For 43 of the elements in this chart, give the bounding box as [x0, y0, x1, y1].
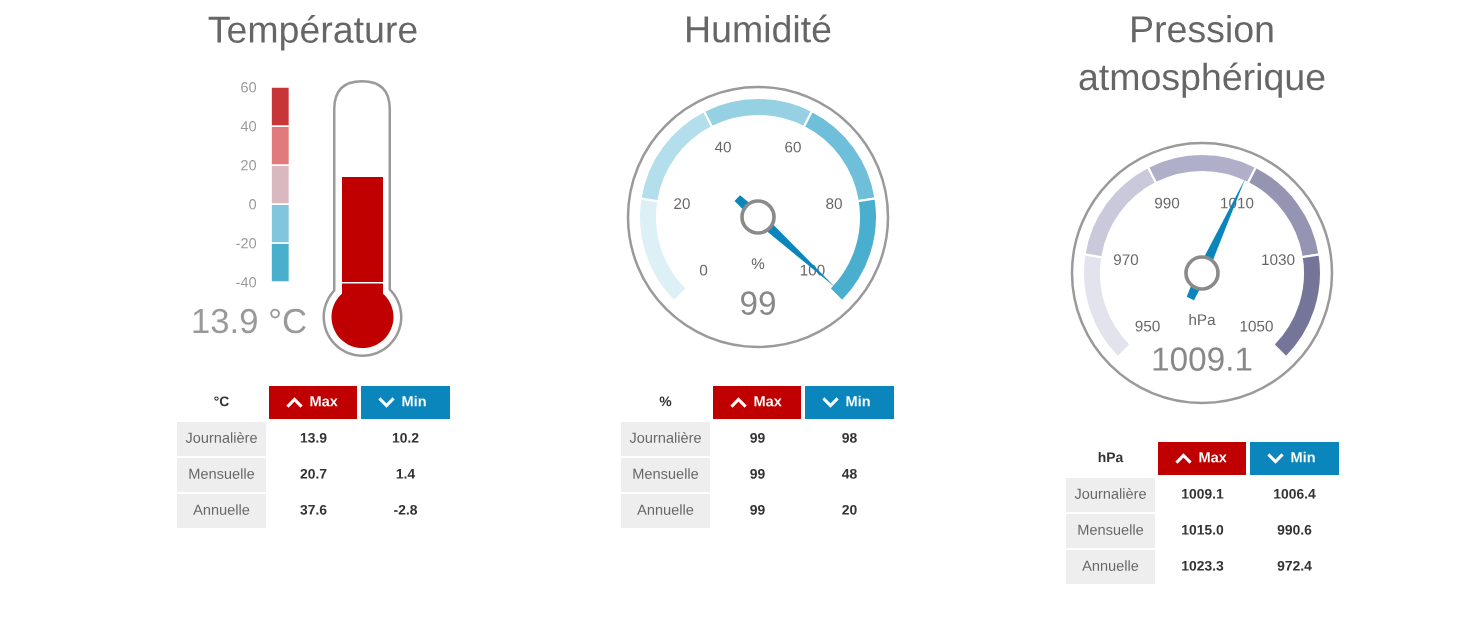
category-label: Min: [846, 395, 870, 407]
category-label: Min: [1291, 451, 1315, 463]
text: Pression atmosphérique: [1079, 15, 1325, 98]
category-label: Annuelle: [1082, 560, 1139, 571]
text: 80: [826, 198, 842, 210]
data-label: 972.4: [1277, 560, 1312, 571]
text: Humidité: [687, 14, 831, 43]
data-label: 1009.1: [1153, 347, 1252, 371]
data-label: 1023.3: [1182, 560, 1224, 571]
text: hPa: [1189, 313, 1216, 326]
y-tick-label: -40: [236, 277, 257, 288]
text: 40: [714, 141, 731, 153]
category-label: Journalière: [629, 432, 701, 443]
y-tick-label: 60: [241, 82, 257, 93]
data-label: 99: [741, 291, 775, 315]
text: 0: [699, 264, 708, 276]
data-label: 1009.1: [1182, 488, 1224, 499]
text: %: [659, 396, 672, 407]
y-tick-label: 40: [240, 121, 257, 132]
data-label: 98: [842, 432, 857, 443]
category-label: Min: [402, 395, 426, 407]
text: 13.9 °C: [193, 308, 306, 334]
data-label: 99: [750, 432, 765, 443]
category-label: Max: [1199, 452, 1227, 463]
text: 1050: [1240, 320, 1273, 332]
y-tick-label: -20: [236, 238, 257, 249]
data-label: 10.2: [392, 432, 419, 443]
text: 970: [1113, 254, 1139, 266]
category-label: Max: [754, 396, 782, 407]
data-label: 1006.4: [1274, 488, 1316, 499]
y-tick-label: 0: [249, 199, 257, 210]
category-label: Max: [310, 396, 338, 407]
text: 60: [785, 141, 801, 153]
text: 950: [1135, 320, 1160, 332]
text: °C: [214, 396, 229, 407]
data-label: 13.9: [300, 432, 327, 443]
text: 20: [674, 198, 690, 210]
chart-title: Température: [208, 15, 417, 51]
text: %: [751, 258, 765, 270]
y-tick-label: 20: [241, 160, 257, 171]
category-label: Journalière: [185, 432, 257, 443]
text: 990: [1155, 197, 1180, 209]
text: 1030: [1262, 254, 1295, 266]
